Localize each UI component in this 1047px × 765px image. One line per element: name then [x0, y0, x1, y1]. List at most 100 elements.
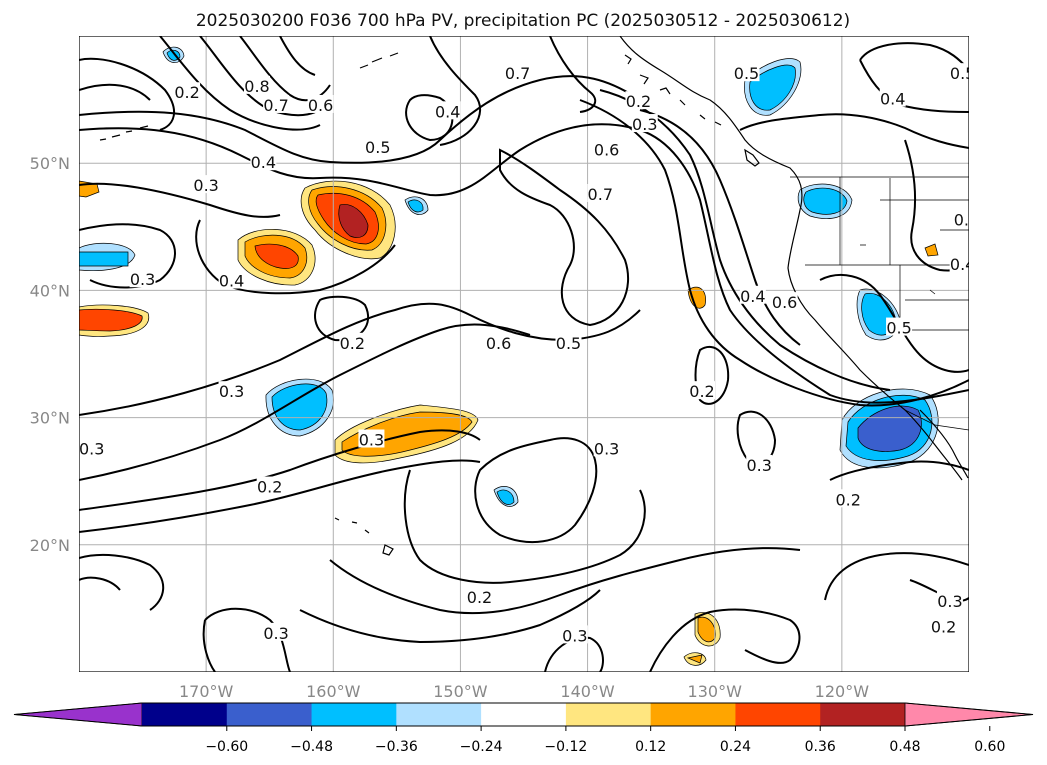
pv-contour-line [79, 553, 165, 611]
pv-contour-line [474, 437, 598, 543]
contour-label: 0.2 [689, 381, 715, 401]
pv-contour-line [739, 113, 969, 149]
colorbar-swatch [481, 703, 567, 726]
pv-contour-line [824, 552, 969, 601]
colorbar-swatch [396, 703, 482, 726]
contour-label-text: 0.4 [740, 287, 765, 306]
colorbar-tick-label: 0.36 [805, 739, 836, 755]
contour-label-text: 0.2 [340, 334, 365, 353]
contour-label-text: 0.2 [931, 617, 956, 636]
contour-label: 0.3 [193, 175, 220, 195]
contour-label-text: 0.6 [954, 210, 979, 229]
colorbar: −0.60 −0.48 −0.36 −0.24 −0.12 0.12 0.24 0.36 0.4… [13, 702, 1034, 755]
positive-anomaly-region [686, 654, 703, 664]
contour-label-text: 0.2 [626, 92, 651, 111]
pv-contour-line [79, 83, 151, 101]
pv-contour-line [202, 619, 216, 672]
contour-label: 0.5 [886, 317, 913, 338]
contour-label: 0.3 [561, 625, 588, 645]
longitude-tick-label: 170°W [179, 682, 234, 701]
colorbar-swatch [565, 703, 652, 726]
precipitation-shading [79, 46, 939, 666]
longitude-tick-label: 130°W [688, 682, 743, 701]
lakes [860, 244, 936, 295]
pv-contour-line [639, 109, 801, 346]
contour-label: 0.4 [949, 253, 969, 274]
contour-label: 0.4 [434, 101, 461, 121]
contour-label-text: 0.3 [562, 626, 587, 645]
north-america-coastline [619, 36, 963, 481]
contour-label: 0.5 [364, 136, 391, 157]
contour-label-text: 0.5 [886, 319, 911, 338]
longitude-tick-label: 120°W [815, 682, 870, 701]
colorbar-tick-label: 0.24 [720, 739, 751, 755]
contour-label: 0.5 [733, 63, 760, 83]
political-borders [790, 176, 969, 431]
contour-label-text: 0.2 [467, 588, 492, 607]
contour-label: 0.6 [771, 292, 798, 312]
hawaii-islands [334, 517, 394, 556]
colorbar-tick-label: −0.36 [375, 739, 418, 755]
baja-coastline [919, 409, 969, 479]
pv-contour-line [579, 99, 969, 407]
contour-label: 0.7 [263, 94, 290, 115]
colorbar-swatch [311, 703, 397, 726]
colorbar-tick-label: 0.48 [889, 739, 920, 755]
pv-contour-line [195, 219, 396, 295]
pv-contour-line [403, 469, 646, 584]
contour-label: 0.2 [930, 616, 957, 636]
contour-label-text: 0.7 [263, 96, 288, 115]
contour-label-text: 0.6 [772, 293, 797, 312]
longitude-tick-label: 140°W [560, 682, 615, 701]
contour-label-text: 0.3 [263, 624, 288, 643]
pv-contour-line [314, 295, 370, 342]
contour-label: 0.8 [244, 75, 270, 96]
us-mexico-border [904, 409, 969, 431]
colorbar-tick-label: −0.48 [290, 739, 333, 755]
colorbar-tick-label: 0.12 [635, 739, 666, 755]
contour-label: 0.6 [593, 139, 620, 159]
positive-anomaly-region [687, 286, 706, 309]
pv-contour-line [79, 75, 641, 164]
contour-label-text: 0.3 [937, 592, 962, 611]
contour-label-text: 0.2 [689, 382, 714, 401]
positive-anomaly-region [924, 243, 939, 257]
latitude-tick-label: 40°N [30, 281, 70, 300]
pv-contour-line [79, 429, 481, 511]
colorbar-swatch [226, 703, 313, 726]
pv-contour-line [79, 223, 176, 289]
longitude-tick-label: 160°W [306, 682, 361, 701]
colorbar-swatch [820, 703, 906, 726]
pv-contour-line [79, 459, 481, 533]
contour-label-text: 0.5 [556, 334, 581, 353]
positive-anomaly-region [79, 308, 143, 332]
colorbar-tick-label: −0.60 [205, 739, 248, 755]
negative-anomaly-region [271, 383, 328, 431]
negative-anomaly-region [496, 489, 515, 505]
coastlines [99, 36, 969, 556]
contour-label: 0.4 [879, 88, 906, 109]
positive-anomaly-region [338, 204, 369, 238]
contour-label-text: 0.3 [746, 456, 771, 475]
contour-label-text: 0.4 [880, 90, 905, 109]
contour-label-text: 0.3 [130, 270, 155, 289]
longitude-tick-label: 150°W [433, 682, 488, 701]
contour-label: 0.4 [218, 270, 245, 290]
pv-contour-line [549, 36, 597, 113]
contour-label-text: 0.2 [257, 478, 282, 497]
contour-label-text: 0.7 [505, 64, 530, 83]
contour-label: 0.6 [485, 332, 512, 353]
contour-label: 0.3 [936, 591, 963, 611]
contour-labels: 0.2 0.80.7 0.60.40.30.50.40.70.20.30.50.40… [79, 63, 979, 645]
contour-label: 0.3 [593, 438, 620, 458]
map-area: 0.2 0.80.7 0.60.40.30.50.40.70.20.30.50.40… [79, 36, 979, 672]
aleutian-islands [99, 52, 399, 141]
contour-label: 0.7 [587, 184, 614, 204]
contour-label: 0.6 [307, 94, 334, 115]
contour-label-text: 0.7 [588, 185, 613, 204]
latitude-tick-labels: 20°N 30°N 40°N 50°N [30, 154, 70, 555]
contour-label-text: 0.6 [308, 96, 333, 115]
contour-label: 0.3 [129, 269, 156, 289]
